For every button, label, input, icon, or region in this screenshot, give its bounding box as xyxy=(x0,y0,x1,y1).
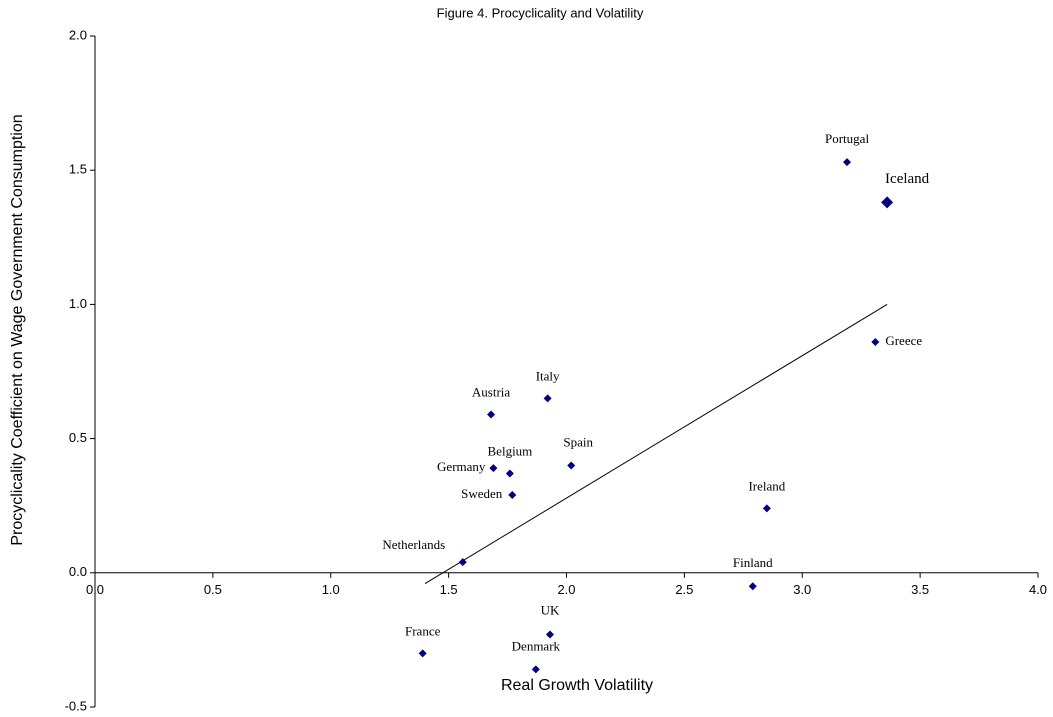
point xyxy=(843,158,852,167)
point-label: Netherlands xyxy=(382,537,445,552)
point xyxy=(762,504,771,513)
point-label: Portugal xyxy=(825,131,869,146)
point-label: Finland xyxy=(733,555,773,570)
x-tick-label: 0.5 xyxy=(204,582,222,597)
x-tick-label: 3.0 xyxy=(793,582,811,597)
point-label: Greece xyxy=(885,333,922,348)
x-tick-label: 1.5 xyxy=(440,582,458,597)
y-tick-label: 0.0 xyxy=(69,564,87,579)
y-tick-label: 1.0 xyxy=(69,296,87,311)
point xyxy=(545,630,554,639)
chart-title: Figure 4. Procyclicality and Volatility xyxy=(437,5,644,20)
point xyxy=(418,649,427,658)
x-tick-label: 4.0 xyxy=(1029,582,1047,597)
point xyxy=(489,464,498,473)
x-tick-label: 1.0 xyxy=(322,582,340,597)
x-axis-label: Real Growth Volatility xyxy=(501,677,653,694)
x-tick-label: 2.0 xyxy=(557,582,575,597)
point-label: Sweden xyxy=(461,486,503,501)
x-tick-label: 3.5 xyxy=(911,582,929,597)
trendline xyxy=(424,303,888,584)
y-tick-label: 0.5 xyxy=(69,430,87,445)
point-label: Ireland xyxy=(748,478,785,493)
y-tick-label: 1.5 xyxy=(69,162,87,177)
point xyxy=(748,582,757,591)
point-label: France xyxy=(405,623,441,638)
point-label: UK xyxy=(541,603,560,618)
point-label: Denmark xyxy=(512,638,561,653)
point xyxy=(871,337,880,346)
point xyxy=(505,469,514,478)
y-tick-label: -0.5 xyxy=(65,698,87,713)
point xyxy=(487,410,496,419)
point xyxy=(881,196,894,209)
x-tick-label: 0.0 xyxy=(86,582,104,597)
point xyxy=(508,490,517,499)
point-label: Germany xyxy=(437,459,486,474)
point-label: Spain xyxy=(563,434,593,449)
point-label: Italy xyxy=(536,368,560,383)
point xyxy=(543,394,552,403)
point xyxy=(531,665,540,674)
point xyxy=(567,461,576,470)
point xyxy=(458,558,467,567)
x-tick-label: 2.5 xyxy=(675,582,693,597)
y-tick-label: 2.0 xyxy=(69,27,87,42)
point-label: Belgium xyxy=(488,443,533,458)
point-label: Austria xyxy=(472,384,511,399)
point-label: Iceland xyxy=(885,171,930,187)
y-axis-label: Procyclicality Coefficient on Wage Gover… xyxy=(9,114,26,545)
